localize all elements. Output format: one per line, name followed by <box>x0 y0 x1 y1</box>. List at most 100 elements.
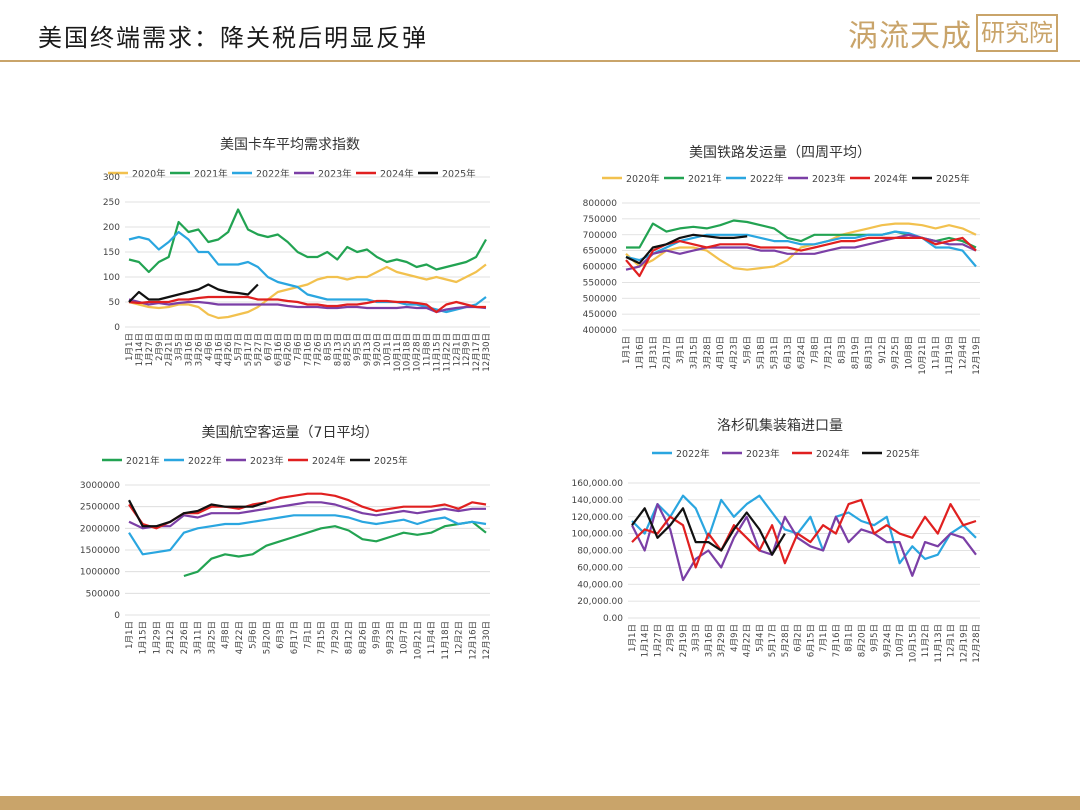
x-tick-label: 3月5日 <box>175 333 185 361</box>
x-tick-label: 9月9日 <box>372 621 382 649</box>
x-tick-label: 1月1日 <box>628 624 638 652</box>
legend-label: 2020年 <box>626 173 660 185</box>
y-tick-label: 40,000.00 <box>577 580 623 590</box>
x-tick-label: 6月13日 <box>784 336 794 369</box>
chart-title: 美国卡车平均需求指数 <box>220 136 360 153</box>
x-tick-label: 8月12日 <box>345 621 355 654</box>
x-tick-label: 1月31日 <box>649 336 659 369</box>
chart-svg: 美国铁路发运量（四周平均） 2020年 2021年 2022年 2023年 2024年 20… <box>583 145 982 375</box>
legend-label: 2022年 <box>256 168 290 180</box>
x-tick-label: 12月30日 <box>482 333 492 372</box>
y-tick-label: 100,000.00 <box>571 530 623 540</box>
y-tick-label: 120,000.00 <box>571 513 623 523</box>
y-tick-label: 450000 <box>583 310 618 320</box>
x-tick-label: 5月17日 <box>768 624 778 657</box>
x-tick-label: 5月27日 <box>254 333 264 366</box>
x-tick-label: 7月26日 <box>313 333 323 366</box>
x-tick-label: 1月1日 <box>622 336 632 364</box>
y-tick-label: 150 <box>103 248 120 258</box>
x-tick-label: 9月24日 <box>883 624 893 657</box>
x-tick-label: 7月6日 <box>294 333 304 361</box>
y-tick-label: 300 <box>103 173 120 183</box>
logo-box-text: 研究院 <box>976 14 1058 52</box>
y-tick-label: 80,000.00 <box>577 547 623 557</box>
y-tick-label: 500000 <box>86 589 121 599</box>
y-tick-label: 550000 <box>583 278 618 288</box>
y-tick-label: 140,000.00 <box>571 496 623 506</box>
x-tick-label: 5月4日 <box>755 624 765 652</box>
x-tick-label: 11月19日 <box>945 336 955 375</box>
x-tick-label: 6月16日 <box>274 333 284 366</box>
x-tick-label: 12月1日 <box>947 624 957 657</box>
x-tick-label: 2月12日 <box>166 621 176 654</box>
legend-label: 2025年 <box>936 173 970 185</box>
series-line <box>128 298 487 314</box>
x-tick-label: 10月8日 <box>905 336 915 369</box>
y-tick-label: 700000 <box>583 231 618 241</box>
series-line <box>128 499 267 528</box>
chart-svg: 美国卡车平均需求指数 2020年 2021年 2022年 2023年 2024年 2025年… <box>103 136 492 372</box>
x-tick-label: 12月17日 <box>472 333 482 372</box>
x-tick-label: 12月1日 <box>452 333 462 366</box>
y-tick-label: 0 <box>114 323 120 333</box>
la-container-chart: 洛杉矶集装箱进口量 2022年 2023年 2024年 2025年 160,000.00 1… <box>570 410 990 675</box>
series-line <box>128 514 487 556</box>
y-tick-label: 650000 <box>583 247 618 257</box>
chart-title: 洛杉矶集装箱进口量 <box>717 417 843 434</box>
y-tick-label: 100 <box>103 273 120 283</box>
footer-bar <box>0 796 1080 810</box>
legend-label: 2023年 <box>318 168 352 180</box>
x-tick-label: 9月5日 <box>870 624 880 652</box>
y-tick-label: 750000 <box>583 215 618 225</box>
legend-label: 2020年 <box>132 168 166 180</box>
x-tick-label: 12月30日 <box>482 621 492 660</box>
brand-logo: 涡流天成 研究院 <box>848 12 1058 54</box>
x-tick-label: 1月14日 <box>641 624 651 657</box>
y-tick-label: 400000 <box>583 326 618 336</box>
x-tick-label: 11月15日 <box>432 333 442 372</box>
x-tick-label: 10月7日 <box>896 624 906 657</box>
x-tick-label: 5月20日 <box>262 621 272 654</box>
x-tick-label: 3月16日 <box>704 624 714 657</box>
truck-demand-chart: 美国卡车平均需求指数 2020年 2021年 2022年 2023年 2024年 2025年… <box>80 125 500 390</box>
x-tick-label: 9月13日 <box>363 333 373 366</box>
legend-label: 2025年 <box>886 448 920 460</box>
air-passenger-chart: 美国航空客运量（7日平均） 2021年 2022年 2023年 2024年 2025年 30… <box>80 415 500 680</box>
chart-svg: 洛杉矶集装箱进口量 2022年 2023年 2024年 2025年 160,000.00 1… <box>571 417 982 663</box>
y-tick-label: 800000 <box>583 199 618 209</box>
series-line <box>128 283 259 303</box>
x-tick-label: 4月9日 <box>730 624 740 652</box>
x-tick-label: 1月1日 <box>125 621 135 649</box>
series-line <box>631 507 786 556</box>
x-tick-label: 3月1日 <box>676 336 686 364</box>
series-line <box>128 501 486 530</box>
x-tick-label: 12月4日 <box>959 336 969 369</box>
y-tick-label: 2000000 <box>80 524 120 534</box>
x-tick-label: 12月9日 <box>462 333 472 366</box>
legend-label: 2021年 <box>126 455 160 467</box>
y-tick-label: 0 <box>114 611 120 621</box>
series-line <box>128 263 487 320</box>
x-tick-label: 6月7日 <box>264 333 274 361</box>
x-tick-label: 7月8日 <box>810 336 820 364</box>
series-line <box>625 236 977 278</box>
x-tick-label: 7月16日 <box>304 333 314 366</box>
x-tick-label: 11月13日 <box>934 624 944 663</box>
legend-label: 2024年 <box>380 168 414 180</box>
y-tick-label: 600000 <box>583 263 618 273</box>
legend-label: 2022年 <box>676 448 710 460</box>
series-line <box>128 208 487 274</box>
x-tick-label: 10月1日 <box>383 333 393 366</box>
x-tick-label: 4月8日 <box>221 621 231 649</box>
legend-label: 2023年 <box>250 455 284 467</box>
series-line <box>631 502 977 582</box>
x-tick-label: 1月16日 <box>635 336 645 369</box>
x-tick-label: 6月24日 <box>797 336 807 369</box>
series-line <box>631 494 977 565</box>
x-tick-label: 1月27日 <box>145 333 155 366</box>
x-tick-label: 6月2日 <box>794 624 804 652</box>
x-tick-label: 3月26日 <box>194 333 204 366</box>
x-tick-label: 4月16日 <box>214 333 224 366</box>
x-tick-label: 8月19日 <box>851 336 861 369</box>
legend-label: 2024年 <box>312 455 346 467</box>
